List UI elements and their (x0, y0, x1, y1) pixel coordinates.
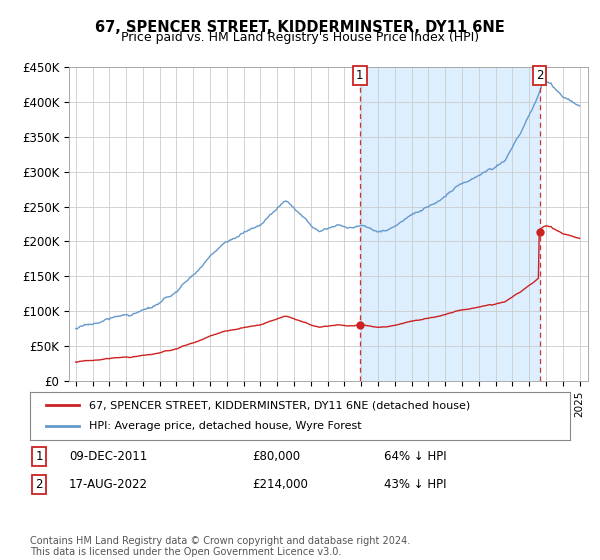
Text: 17-AUG-2022: 17-AUG-2022 (69, 478, 148, 491)
Text: 1: 1 (35, 450, 43, 463)
Text: 2: 2 (536, 69, 544, 82)
Text: 2: 2 (35, 478, 43, 491)
Text: 09-DEC-2011: 09-DEC-2011 (69, 450, 147, 463)
Text: 64% ↓ HPI: 64% ↓ HPI (384, 450, 446, 463)
Text: Price paid vs. HM Land Registry's House Price Index (HPI): Price paid vs. HM Land Registry's House … (121, 31, 479, 44)
Text: 43% ↓ HPI: 43% ↓ HPI (384, 478, 446, 491)
Text: Contains HM Land Registry data © Crown copyright and database right 2024.
This d: Contains HM Land Registry data © Crown c… (30, 535, 410, 557)
Bar (360, 67, 539, 381)
Text: 67, SPENCER STREET, KIDDERMINSTER, DY11 6NE: 67, SPENCER STREET, KIDDERMINSTER, DY11 … (95, 20, 505, 35)
Text: 1: 1 (356, 69, 364, 82)
Text: £80,000: £80,000 (252, 450, 300, 463)
Text: 67, SPENCER STREET, KIDDERMINSTER, DY11 6NE (detached house): 67, SPENCER STREET, KIDDERMINSTER, DY11 … (89, 400, 470, 410)
Text: HPI: Average price, detached house, Wyre Forest: HPI: Average price, detached house, Wyre… (89, 421, 362, 431)
Text: £214,000: £214,000 (252, 478, 308, 491)
